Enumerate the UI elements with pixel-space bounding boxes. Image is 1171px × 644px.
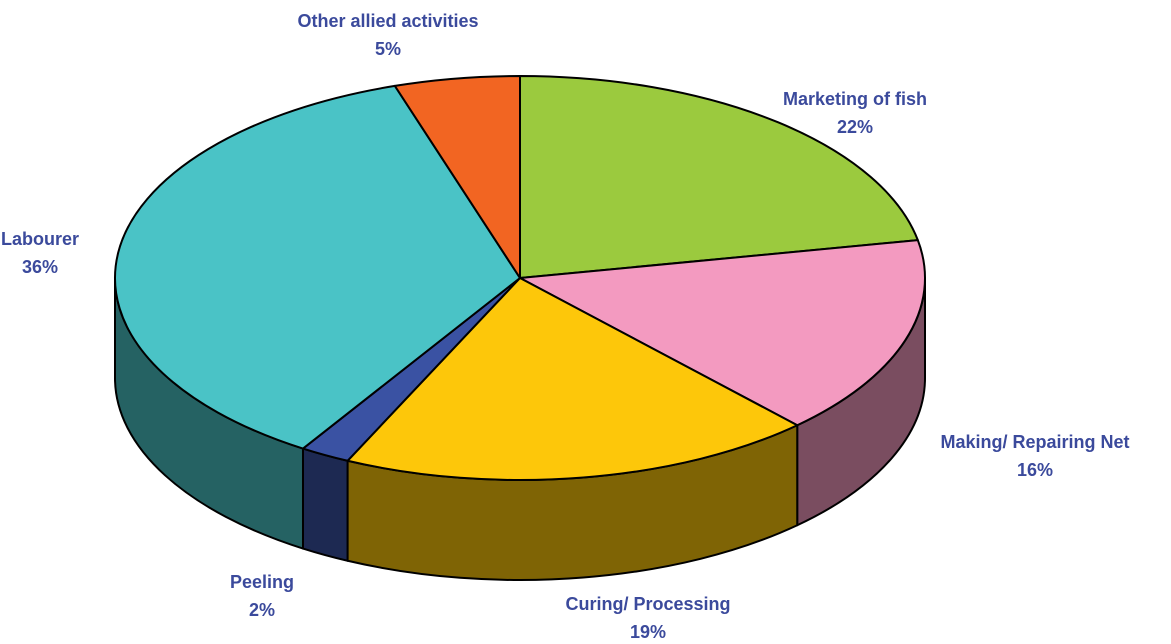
slice-label: Peeling: [230, 572, 294, 592]
slice: [519, 75, 919, 279]
slice-value-label: 5%: [375, 39, 401, 59]
slice: [346, 277, 799, 481]
slice-value-label: 22%: [837, 117, 873, 137]
slice-label: Curing/ Processing: [565, 594, 730, 614]
slice-label: Other allied activities: [297, 11, 478, 31]
slice-side: [301, 447, 349, 562]
slice: [519, 239, 926, 427]
slice: [114, 84, 521, 450]
slice-label: Labourer: [1, 229, 79, 249]
slice-value-label: 19%: [630, 622, 666, 642]
slice-value-label: 16%: [1017, 460, 1053, 480]
slice-label: Marketing of fish: [783, 89, 927, 109]
slice-label: Making/ Repairing Net: [940, 432, 1129, 452]
slice-value-label: 36%: [22, 257, 58, 277]
slice-value-label: 2%: [249, 600, 275, 620]
slice: [393, 75, 521, 279]
